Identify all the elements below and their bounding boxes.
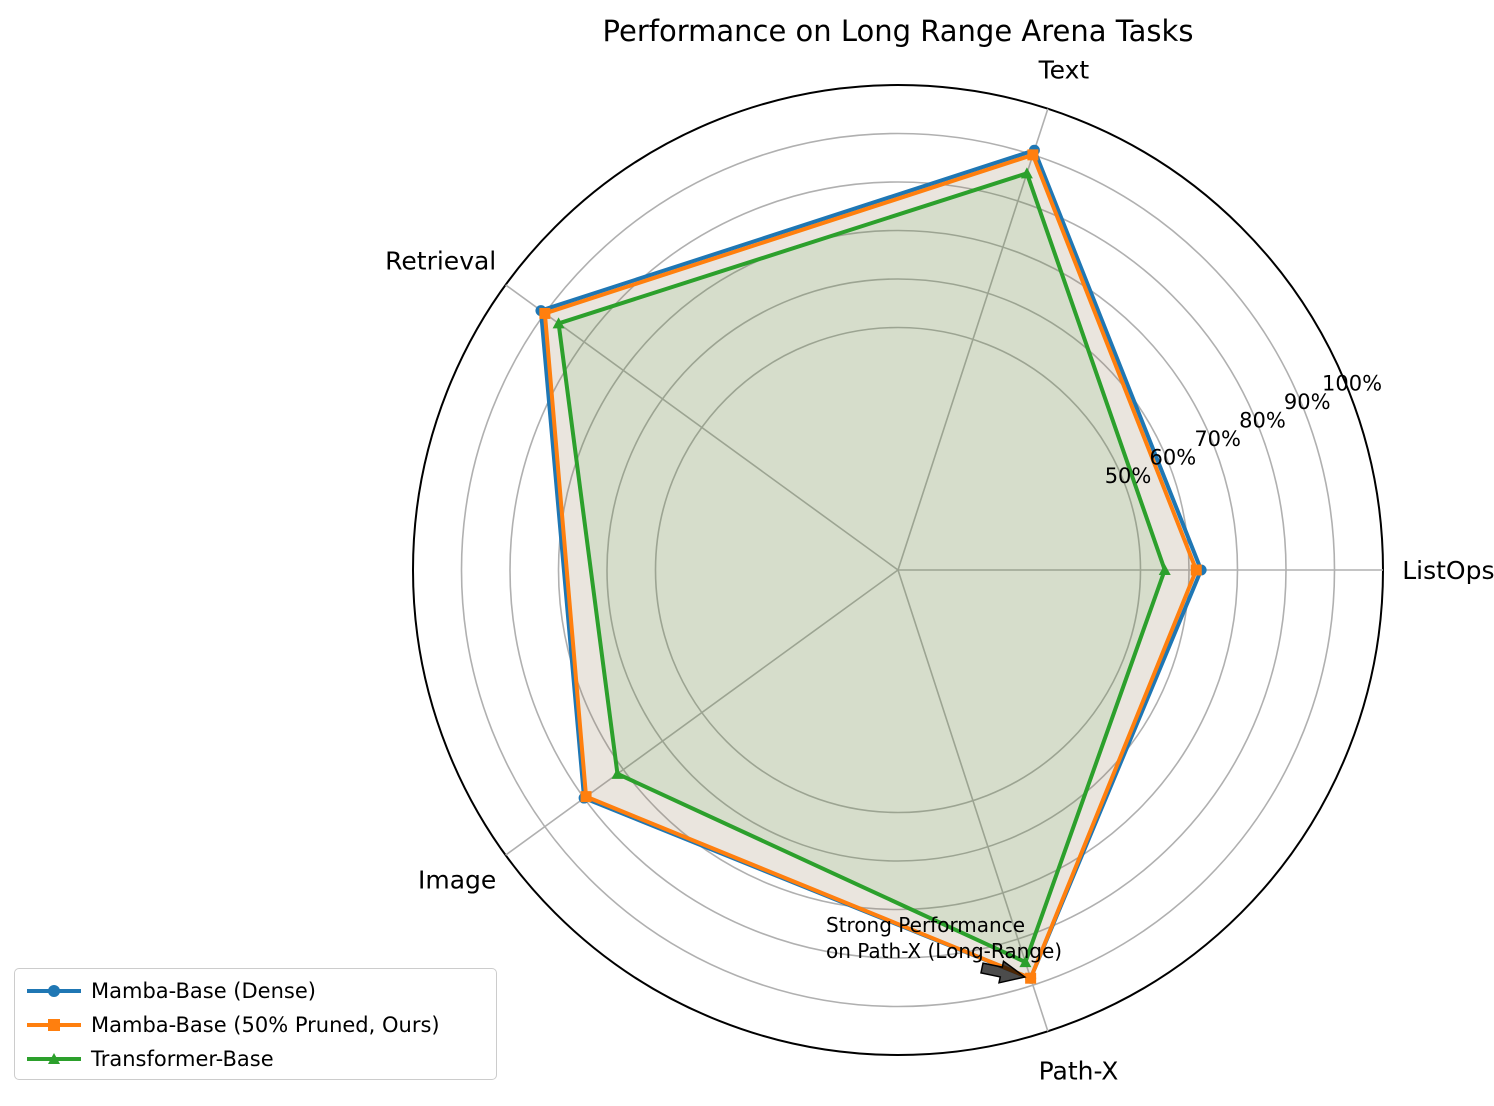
legend-item: Mamba-Base (Dense) <box>15 974 316 1008</box>
legend: Mamba-Base (Dense) Mamba-Base (50% Prune… <box>14 968 497 1080</box>
legend-swatch <box>23 1008 85 1042</box>
chart-title: Performance on Long Range Arena Tasks <box>602 14 1194 48</box>
data-point <box>1027 149 1039 161</box>
radial-tick-label: 60% <box>1150 446 1197 470</box>
category-label: Path-X <box>1039 1056 1119 1085</box>
legend-item: Transformer-Base <box>15 1042 274 1076</box>
legend-swatch <box>23 1042 85 1076</box>
data-point <box>539 307 551 319</box>
radial-tick-label: 90% <box>1284 390 1331 414</box>
data-point <box>1158 564 1171 575</box>
axis-spoke <box>505 284 899 571</box>
data-point <box>1190 564 1202 576</box>
radial-tick-label: 50% <box>1105 464 1152 488</box>
category-label: Retrieval <box>385 247 496 276</box>
annotation-text: Strong Performance <box>826 913 1025 937</box>
series-line <box>542 152 1199 981</box>
data-point <box>1020 167 1033 179</box>
annotation-arrow <box>980 959 1027 984</box>
data-point <box>1025 972 1037 984</box>
data-point <box>611 767 624 779</box>
axis-spoke <box>897 569 1049 1032</box>
data-point <box>552 317 565 329</box>
legend-swatch <box>23 974 85 1008</box>
legend-label: Mamba-Base (50% Pruned, Ours) <box>91 1013 440 1037</box>
legend-label: Transformer-Base <box>91 1047 274 1071</box>
legend-label: Mamba-Base (Dense) <box>91 979 316 1003</box>
axis-spoke <box>897 108 1049 571</box>
radial-tick-label: 80% <box>1239 409 1286 433</box>
series-line <box>556 171 1167 965</box>
series-area <box>540 150 1202 979</box>
radial-tick-label: 70% <box>1194 427 1241 451</box>
data-point <box>580 791 592 803</box>
legend-item: Mamba-Base (50% Pruned, Ours) <box>15 1008 440 1042</box>
axis-spoke <box>505 569 899 856</box>
annotation-text: on Path-X (Long-Range) <box>826 939 1062 963</box>
category-label: ListOps <box>1402 556 1494 585</box>
series-area <box>544 154 1197 979</box>
data-point <box>1019 956 1032 968</box>
series-area <box>558 173 1165 963</box>
category-label: Text <box>1038 56 1090 85</box>
radial-tick-label: 100% <box>1322 371 1382 395</box>
category-label: Image <box>418 865 496 894</box>
